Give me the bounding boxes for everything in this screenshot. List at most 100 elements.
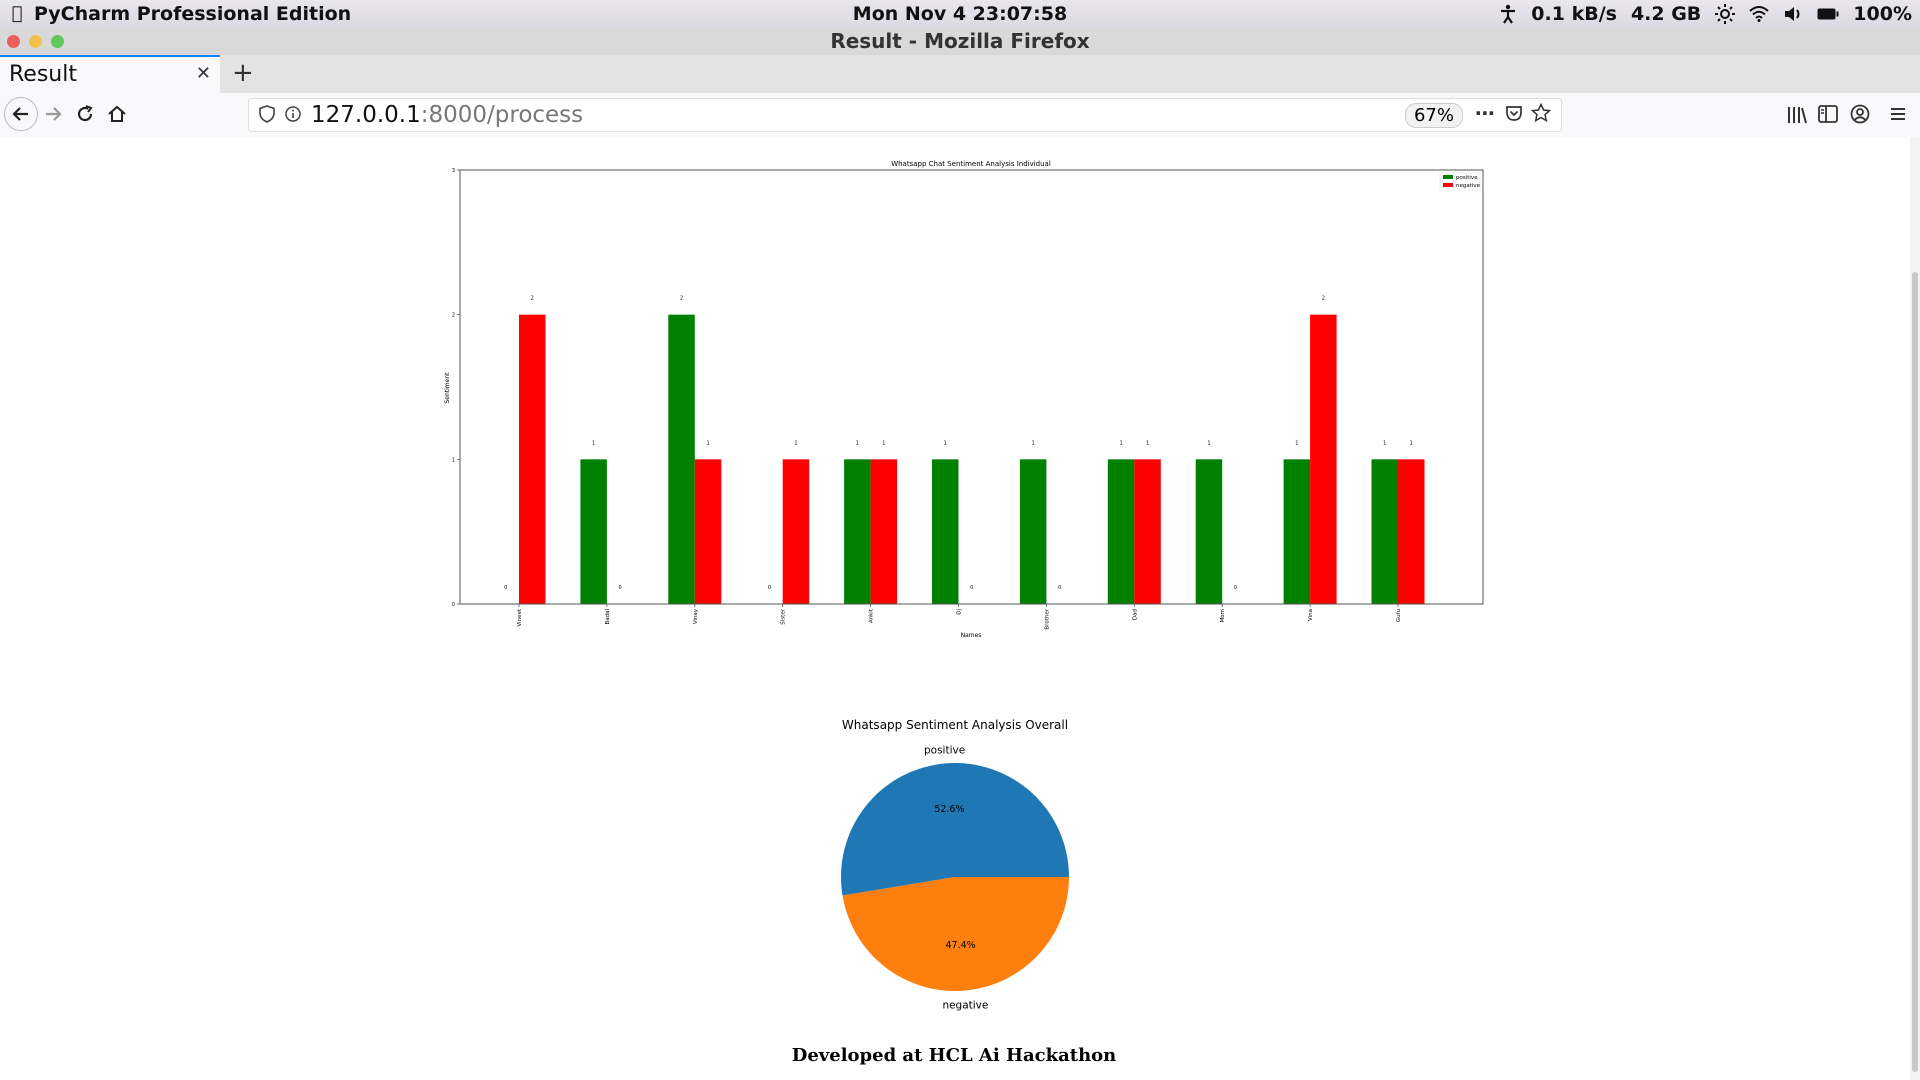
accessibility-icon[interactable] [1499, 4, 1517, 24]
tab-strip: Result ✕ + [0, 55, 1920, 93]
close-tab-icon[interactable]: ✕ [195, 63, 211, 84]
y-tick-label: 2 [452, 313, 455, 319]
legend-swatch-negative [1443, 183, 1453, 187]
close-window-button[interactable] [7, 35, 20, 48]
scrollbar-thumb[interactable] [1912, 272, 1918, 1072]
bar-value-label: 0 [970, 585, 973, 591]
pie-percent-label: 52.6% [934, 804, 964, 815]
bar-value-label: 0 [619, 585, 622, 591]
bar-value-label: 1 [1146, 440, 1149, 446]
brightness-icon[interactable] [1715, 3, 1736, 24]
x-tick-label: Badal [605, 609, 611, 625]
forward-button[interactable] [38, 99, 68, 129]
zoom-level-button[interactable]: 67% [1404, 103, 1463, 128]
zoom-window-button[interactable] [51, 35, 64, 48]
system-menu-bar:  PyCharm Professional Edition Mon Nov 4… [0, 0, 1920, 27]
pocket-icon[interactable] [1505, 104, 1523, 126]
reload-button[interactable] [70, 99, 100, 129]
y-tick-label: 3 [452, 168, 455, 174]
x-tick-label: Ankit [869, 608, 875, 623]
bar-negative [870, 459, 898, 604]
x-tick-label: Dad [1132, 609, 1138, 620]
bar-value-label: 1 [1207, 440, 1210, 446]
page-scrollbar[interactable] [1910, 137, 1920, 1080]
pie-slice-label: negative [942, 999, 988, 1011]
pie-chart-title: Whatsapp Sentiment Analysis Overall [842, 718, 1068, 732]
bar-chart-ylabel: Sentiment [444, 372, 451, 404]
bar-value-label: 1 [1119, 440, 1122, 446]
pie-slice-negative [842, 877, 1069, 991]
apple-icon[interactable]:  [0, 3, 34, 24]
footer-credit: Developed at HCL Ai Hackathon [791, 1045, 1117, 1066]
x-tick-label: Mom [1220, 609, 1226, 622]
bar-negative [694, 459, 722, 604]
bar-plot-frame [459, 169, 1484, 605]
x-tick-label: Vinay [693, 608, 699, 624]
x-tick-label: Vina [1308, 609, 1314, 621]
wifi-icon[interactable] [1749, 5, 1769, 22]
bar-negative [1134, 459, 1161, 604]
navigation-toolbar: 127.0.0.1:8000/process 67% ⋯ [0, 93, 1920, 138]
bar-value-label: 1 [1410, 440, 1413, 446]
volume-icon[interactable] [1783, 5, 1803, 23]
legend-label-negative: negative [1456, 183, 1481, 189]
back-button[interactable] [4, 97, 38, 131]
legend-label-positive: positive [1456, 175, 1478, 181]
tracking-shield-icon[interactable] [259, 105, 275, 127]
account-icon[interactable] [1850, 104, 1870, 128]
pie-percent-label: 47.4% [945, 940, 975, 951]
bar-positive [1019, 459, 1047, 604]
menu-icon[interactable] [1889, 105, 1907, 127]
bar-positive [932, 459, 959, 604]
bar-positive [1371, 459, 1398, 604]
bar-value-label: 0 [1234, 585, 1237, 591]
active-app-name[interactable]: PyCharm Professional Edition [34, 2, 352, 25]
home-button[interactable] [102, 99, 132, 129]
bar-value-label: 0 [1058, 585, 1061, 591]
x-tick-label: Vineet [517, 608, 523, 626]
url-host: 127.0.0.1 [311, 102, 421, 128]
new-tab-icon[interactable]: + [232, 58, 254, 88]
site-info-icon[interactable] [285, 106, 301, 126]
x-tick-label: Dj [957, 609, 963, 615]
tab-label: Result [9, 62, 77, 87]
bar-positive [1107, 459, 1135, 604]
bar-value-label: 0 [504, 585, 507, 591]
pie-slice-label: positive [924, 745, 965, 757]
bar-value-label: 1 [794, 440, 797, 446]
x-tick-label: Gufu [1396, 609, 1402, 622]
bar-positive [844, 459, 871, 604]
y-tick-label: 1 [452, 457, 455, 463]
bar-chart-xlabel: Names [961, 632, 982, 639]
bar-chart-legend: positive negative [1439, 172, 1481, 191]
bar-value-label: 1 [882, 440, 885, 446]
bar-negative [1398, 459, 1425, 604]
sidebar-icon[interactable] [1818, 105, 1838, 127]
battery-percent: 100% [1853, 2, 1912, 25]
net-speed: 0.1 kB/s [1531, 2, 1617, 25]
window-title: Result - Mozilla Firefox [830, 29, 1090, 53]
url-bar[interactable]: 127.0.0.1:8000/process 67% ⋯ [248, 98, 1562, 132]
url-text[interactable]: 127.0.0.1:8000/process [311, 102, 583, 128]
bar-negative [519, 314, 546, 604]
memory-usage: 4.2 GB [1630, 2, 1702, 25]
pie-slice-positive [841, 762, 1069, 896]
bar-value-label: 1 [592, 440, 595, 446]
x-tick-label: Sister [781, 608, 787, 624]
bar-negative [1310, 314, 1337, 604]
battery-icon[interactable] [1817, 8, 1839, 20]
bar-value-label: 2 [531, 296, 534, 302]
tab-result[interactable]: Result ✕ [0, 55, 220, 93]
window-controls [7, 35, 64, 48]
bar-value-label: 1 [706, 440, 709, 446]
bar-positive [668, 314, 695, 604]
bar-value-label: 1 [856, 440, 859, 446]
window-titlebar: Result - Mozilla Firefox [0, 27, 1920, 55]
legend-swatch-positive [1443, 175, 1453, 179]
library-icon[interactable] [1786, 105, 1808, 129]
bookmark-star-icon[interactable] [1530, 102, 1552, 127]
bar-positive [1195, 459, 1223, 604]
minimize-window-button[interactable] [29, 35, 42, 48]
bar-value-label: 1 [1295, 440, 1298, 446]
page-actions-icon[interactable]: ⋯ [1475, 101, 1495, 125]
